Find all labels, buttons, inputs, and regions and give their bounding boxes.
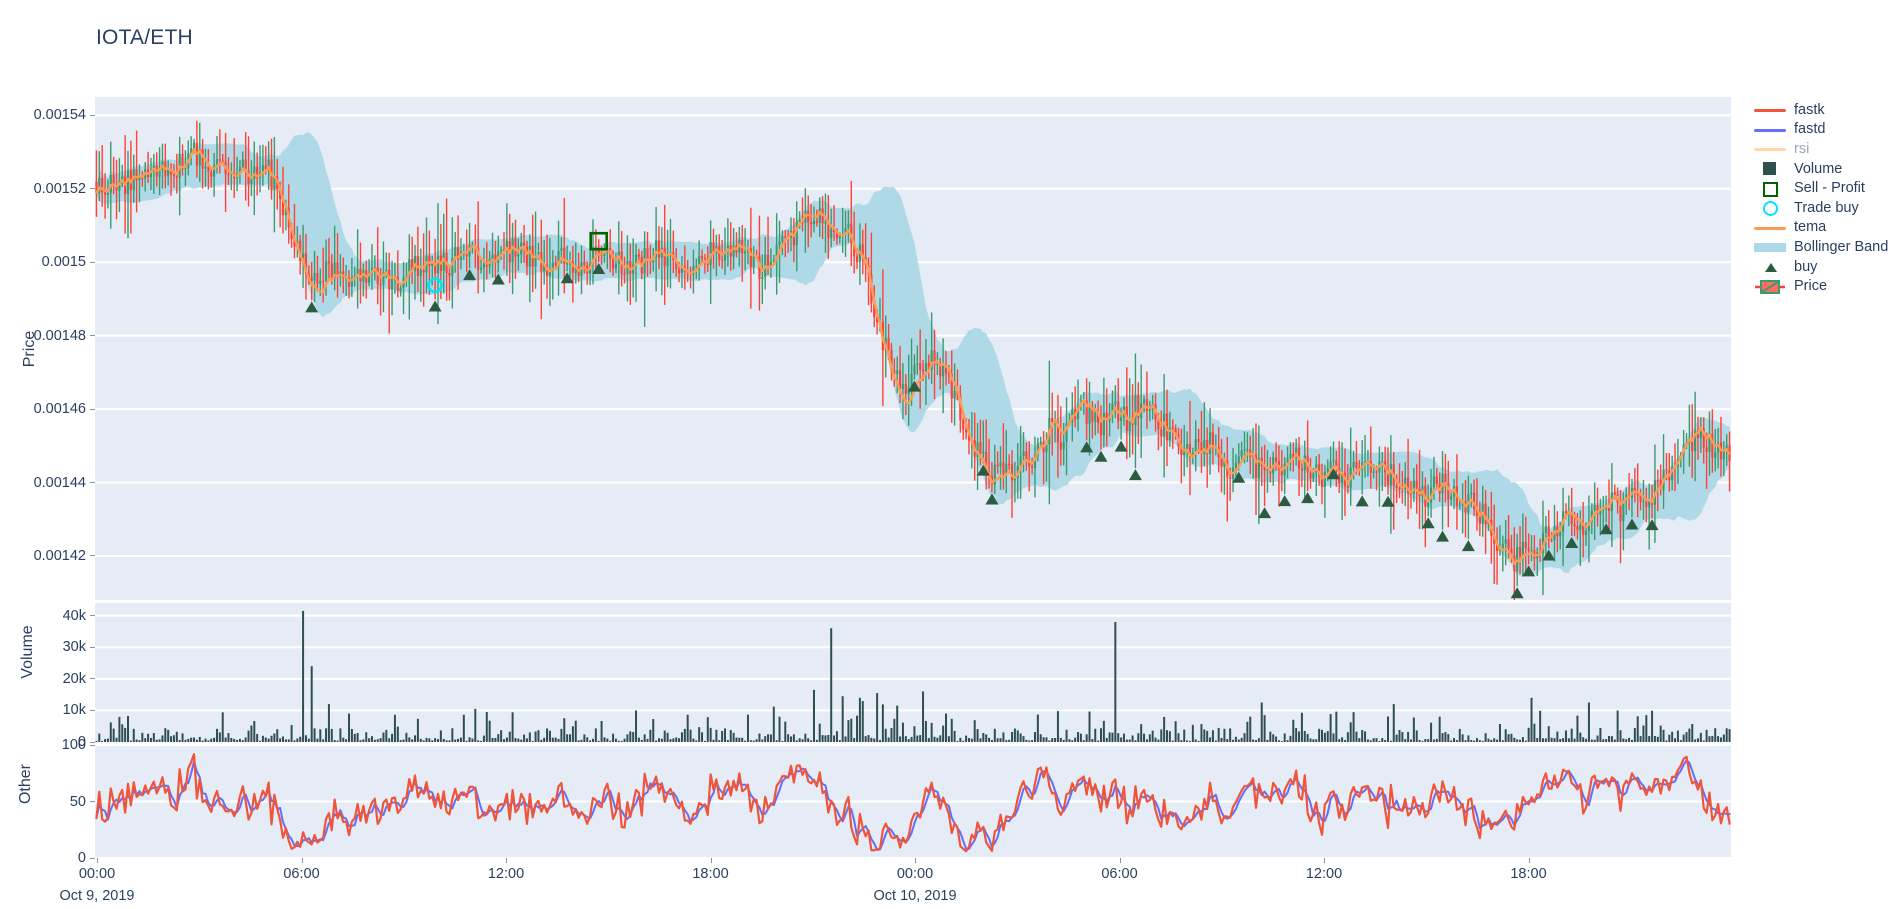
y-tick-mark [90,482,95,483]
y-tick-label: 100 [61,737,86,753]
price-plot-area[interactable] [95,97,1731,600]
y-tick-mark [90,709,95,711]
legend-item-label: fastk [1794,101,1825,118]
x-tick-time: 00:00 [896,866,934,882]
y-tick-label: 0.00146 [33,401,86,418]
y-tick-mark [90,857,95,859]
y-tick-mark [90,335,95,337]
x-tick-mark [1119,858,1121,863]
y-tick-label: 50 [69,793,86,810]
legend-item-fastk[interactable]: fastk [1752,100,1888,120]
x-tick-mark [1324,858,1325,863]
chart-legend[interactable]: fastk fastd rsi Volume Sell - Profit Trade bu… [1752,100,1888,296]
y-tick-mark [90,555,95,557]
x-tick-time: 12:00 [487,866,525,882]
square-filled-icon [1763,162,1776,176]
other-axis-title: Other [17,764,34,805]
square-open-icon [1763,181,1778,197]
x-tick-time: 18:00 [692,866,729,882]
y-tick-mark [90,188,95,190]
legend-item-label: Bollinger Band [1794,238,1888,255]
legend-item-tema[interactable]: tema [1752,218,1888,238]
legend-item-label: fastd [1794,121,1826,138]
y-tick-label: 0.0015 [41,254,86,271]
price-axis-title: Price [21,330,38,368]
other-plot-area[interactable] [95,745,1731,858]
y-tick-mark [90,114,95,116]
legend-item-trade-buy[interactable]: Trade buy [1752,198,1888,218]
candlestick-icon [1755,279,1785,294]
y-tick-mark [90,261,95,263]
legend-item-buy[interactable]: buy [1752,257,1888,277]
line-swatch-icon [1754,109,1786,113]
y-tick-label: 0.00142 [33,547,86,564]
other-chart-svg [95,745,1731,858]
legend-line-swatch-icon [1752,218,1788,237]
y-tick-mark [90,744,95,746]
legend-item-label: Sell - Profit [1794,180,1865,197]
legend-circle-open-icon [1752,198,1788,217]
legend-triangle-icon [1752,257,1788,276]
line-swatch-icon [1754,226,1786,230]
y-tick-label: 0.00148 [33,327,86,344]
legend-item-price[interactable]: Price [1752,276,1888,296]
y-tick-mark [90,678,95,680]
y-tick-label: 0 [77,734,86,750]
legend-item-label: Trade buy [1794,199,1859,216]
x-tick-time: 12:00 [1305,866,1343,882]
line-swatch-icon [1754,148,1786,152]
legend-candlestick-icon [1752,277,1788,296]
legend-band-swatch-icon [1752,237,1788,256]
x-tick-time: 00:00 [78,866,116,882]
y-tick-mark [90,801,95,802]
legend-item-label: tema [1794,219,1827,236]
page-title: IOTA/ETH [96,26,193,49]
band-swatch-icon [1754,243,1786,253]
legend-square-open-icon [1752,179,1788,198]
legend-item-rsi[interactable]: rsi [1752,139,1888,159]
y-tick-label: 20k [62,670,86,687]
legend-item-label: Volume [1794,160,1843,177]
legend-item-sell-profit[interactable]: Sell - Profit [1752,178,1888,198]
x-tick-mark [915,858,916,863]
x-tick-mark [506,858,507,863]
price-chart-svg [95,114,1731,600]
y-tick-label: 30k [62,639,86,656]
y-tick-mark [90,408,95,410]
y-tick-label: 0.00154 [33,107,86,124]
legend-line-swatch-icon [1752,120,1788,139]
y-tick-label: 0.00144 [33,474,86,491]
legend-item-fastd[interactable]: fastd [1752,120,1888,140]
y-tick-label: 40k [62,607,86,624]
volume-plot-area[interactable] [95,603,1731,742]
y-tick-label: 10k [62,702,86,719]
x-tick-mark [301,858,303,863]
line-swatch-icon [1754,128,1786,132]
x-tick-date: Oct 9, 2019 [59,888,135,904]
legend-line-swatch-icon [1752,139,1788,158]
y-tick-label: 0 [77,850,86,866]
legend-item-bollinger-band[interactable]: Bollinger Band [1752,237,1888,257]
x-tick-mark [710,858,712,863]
circle-open-icon [1763,201,1778,217]
y-tick-mark [90,741,95,743]
x-tick-mark [1528,858,1530,863]
legend-line-swatch-icon [1752,100,1788,119]
legend-item-label: Price [1794,278,1828,295]
legend-item-label: rsi [1794,140,1810,157]
y-tick-label: 0.00152 [33,180,86,197]
y-tick-mark [90,646,95,648]
x-tick-date: Oct 10, 2019 [873,888,957,904]
volume-chart-svg [95,610,1731,742]
x-tick-time: 06:00 [1101,866,1138,882]
x-tick-time: 06:00 [283,866,320,882]
legend-item-label: buy [1794,258,1818,275]
legend-item-volume[interactable]: Volume [1752,159,1888,179]
x-tick-time: 18:00 [1510,866,1547,882]
y-tick-mark [90,615,95,617]
x-tick-mark [97,858,98,863]
triangle-up-icon [1765,263,1777,273]
legend-square-swatch-icon [1752,159,1788,178]
